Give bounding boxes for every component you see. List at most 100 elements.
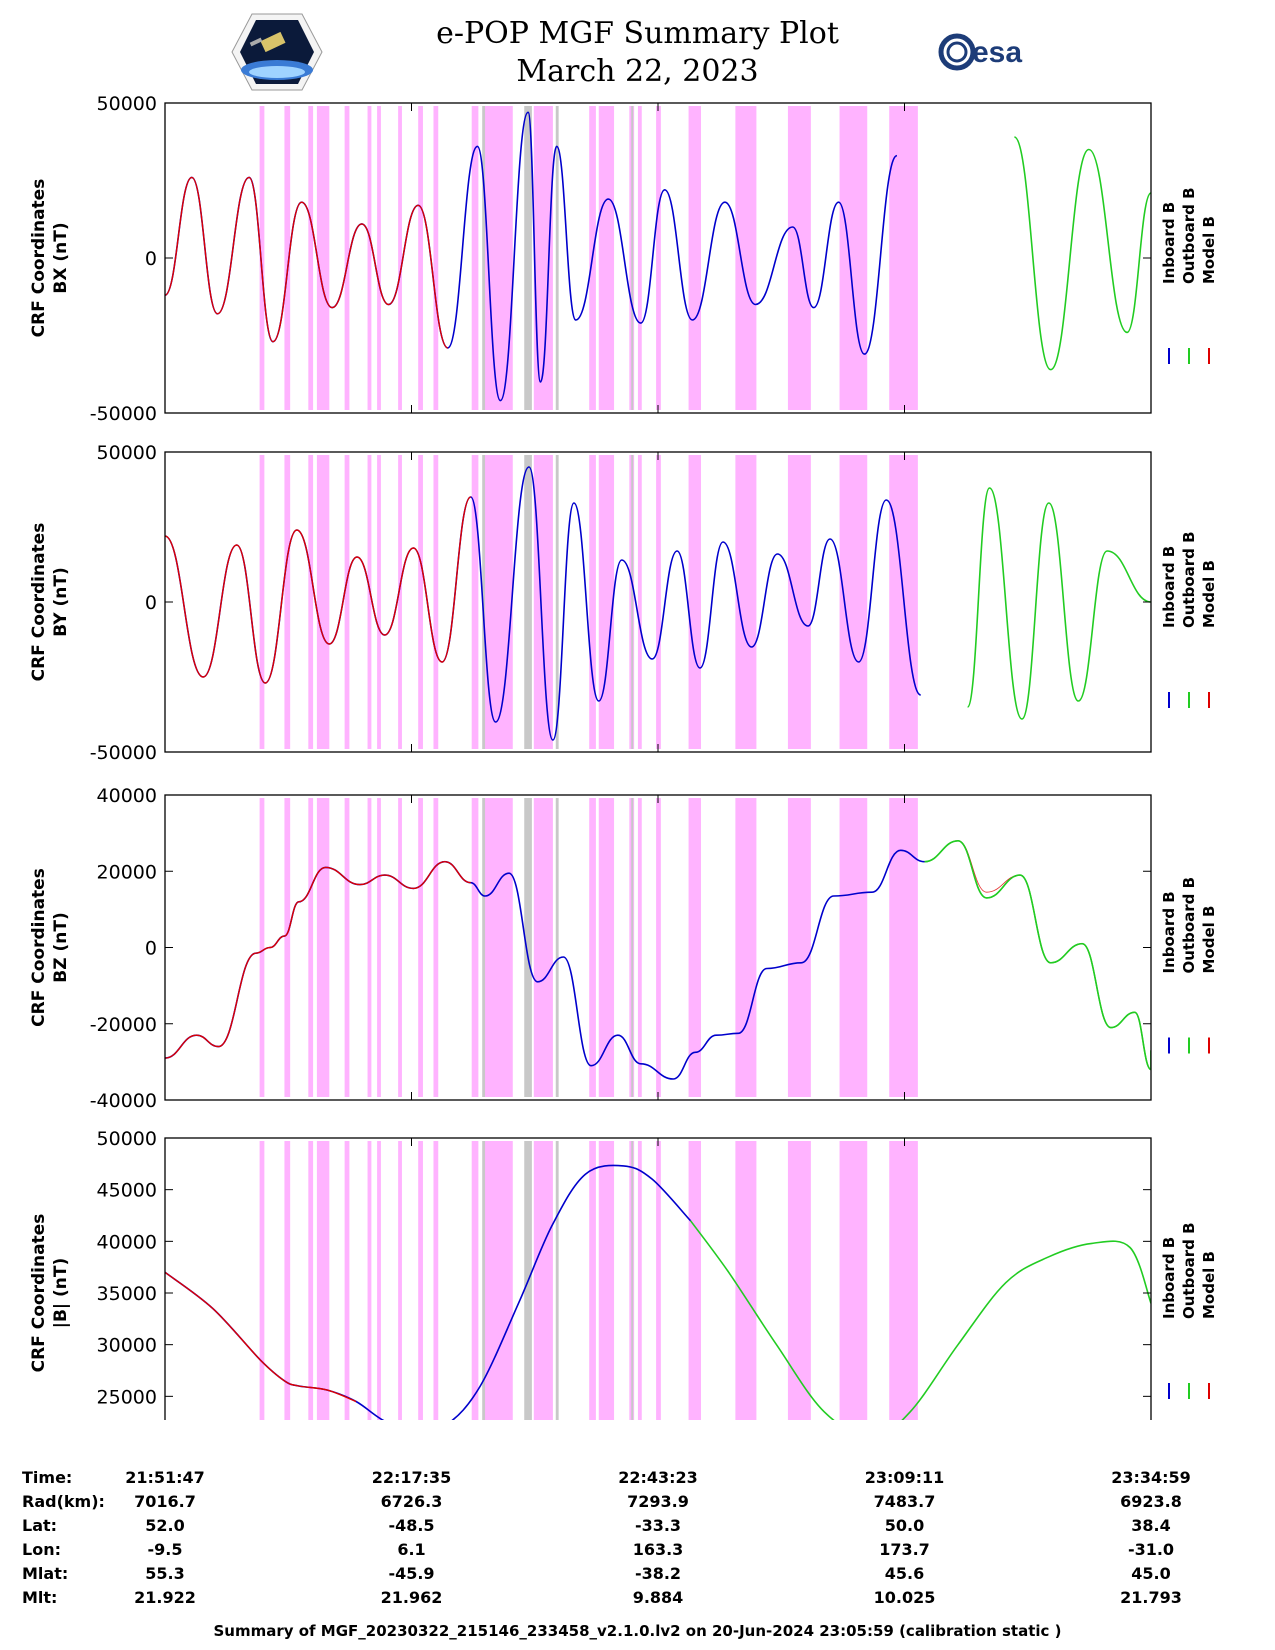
- y-tick-label: 20000: [97, 861, 157, 883]
- shade-interval: [735, 1141, 757, 1420]
- shade-interval: [259, 106, 265, 410]
- legend-outboard: Outboard B: [1180, 877, 1198, 974]
- series-group: [165, 111, 1151, 402]
- ephemeris-value: 38.4: [1131, 1516, 1171, 1535]
- shade-interval: [637, 1141, 642, 1420]
- chart-panel-1: 50000 0 -50000 CRF Coordinates BX (nT) Inboar…: [29, 93, 1218, 425]
- ephemeris-value: 21.922: [134, 1588, 196, 1607]
- legend-inboard: Inboard B: [1160, 891, 1178, 973]
- gray-interval: [524, 455, 532, 749]
- footer-summary: Summary of MGF_20230322_215146_233458_v2…: [213, 1622, 1062, 1640]
- shade-interval: [377, 1141, 381, 1420]
- gray-interval: [631, 106, 634, 410]
- series-model-line: [165, 496, 472, 684]
- y-tick-label: 0: [145, 592, 157, 614]
- shade-interval: [637, 798, 642, 1097]
- shade-interval: [316, 455, 330, 749]
- shade-interval: [735, 106, 757, 410]
- y-tick-label: 0: [145, 938, 157, 960]
- ephemeris-value: -45.9: [388, 1564, 435, 1583]
- gray-interval: [555, 798, 559, 1097]
- ephemeris-value: -33.3: [634, 1516, 682, 1535]
- shade-interval: [637, 106, 642, 410]
- shade-interval: [367, 455, 372, 749]
- y-tick-label: -20000: [90, 1014, 157, 1036]
- ephemeris-value: 22:17:35: [371, 1468, 452, 1487]
- shade-interval: [735, 455, 757, 749]
- shade-interval: [433, 1141, 439, 1420]
- shade-interval: [377, 106, 381, 410]
- shade-interval: [471, 798, 479, 1097]
- chart-panel-3: 40000 20000 0 -20000 -40000 CRF Coordinates BZ…: [29, 785, 1218, 1112]
- shade-interval: [367, 798, 372, 1097]
- shade-interval: [589, 455, 596, 749]
- shade-interval: [344, 106, 350, 410]
- gray-interval: [482, 798, 486, 1097]
- ephemeris-value: 173.7: [879, 1540, 930, 1559]
- ephemeris-label: Mlat:: [22, 1564, 69, 1583]
- ephemeris-value: -38.2: [634, 1564, 682, 1583]
- shade-interval: [533, 1141, 553, 1420]
- y-tick-label: 40000: [97, 1231, 157, 1253]
- ephemeris-value: 7293.9: [627, 1492, 689, 1511]
- shade-interval: [308, 798, 314, 1097]
- ephemeris-value: 7016.7: [134, 1492, 196, 1511]
- shade-interval: [598, 106, 615, 410]
- legend-model: Model B: [1200, 1251, 1218, 1319]
- shade-interval: [735, 798, 757, 1097]
- shade-interval: [839, 106, 868, 410]
- shade-interval: [284, 798, 291, 1097]
- plot-date: March 22, 2023: [516, 54, 759, 89]
- shade-interval: [533, 106, 553, 410]
- shade-interval: [533, 798, 553, 1097]
- series-model-line: [165, 860, 471, 1059]
- shade-interval: [688, 455, 701, 749]
- ephemeris-label: Rad(km):: [22, 1492, 105, 1511]
- ephemeris-value: 6.1: [397, 1540, 426, 1559]
- shade-interval: [308, 1141, 314, 1420]
- y-tick-label: 50000: [97, 442, 157, 464]
- ephemeris-value: 22:43:23: [618, 1468, 698, 1487]
- shade-interval: [344, 1141, 350, 1420]
- shade-interval: [377, 798, 381, 1097]
- chart-panel-2: 50000 0 -50000 CRF Coordinates BY (nT) Inboar…: [29, 442, 1218, 764]
- ephemeris-value: 6923.8: [1120, 1492, 1182, 1511]
- legend-inboard: Inboard B: [1160, 546, 1178, 628]
- shade-interval: [398, 798, 402, 1097]
- shade-interval: [688, 798, 701, 1097]
- shade-interval: [344, 798, 350, 1097]
- shade-interval: [398, 106, 402, 410]
- shade-interval: [471, 1141, 479, 1420]
- shade-interval: [259, 1141, 265, 1420]
- ephemeris-value: 163.3: [632, 1540, 684, 1559]
- y-tick-label: -40000: [90, 1090, 157, 1112]
- shade-interval: [839, 1141, 868, 1420]
- esa-logo-text: esa: [972, 36, 1022, 69]
- shade-interval: [484, 798, 513, 1097]
- y-axis-label: CRF Coordinates: [29, 523, 49, 682]
- legend-model: Model B: [1200, 216, 1218, 284]
- ephemeris-label: Time:: [22, 1468, 73, 1487]
- legend-inboard: Inboard B: [1160, 202, 1178, 284]
- y-axis-label: CRF Coordinates: [29, 1214, 49, 1373]
- ephemeris-value: 52.0: [145, 1516, 185, 1535]
- shade-interval: [418, 455, 423, 749]
- y-tick-label: -50000: [90, 742, 157, 764]
- shade-interval: [259, 455, 265, 749]
- y-axis-label: BX (nT): [51, 222, 71, 293]
- legend-model: Model B: [1200, 906, 1218, 974]
- series-group: [165, 1164, 1151, 1420]
- shade-interval: [656, 1141, 661, 1420]
- legend-inboard: Inboard B: [1160, 1237, 1178, 1319]
- shade-interval: [316, 106, 330, 410]
- shade-interval: [637, 455, 642, 749]
- shade-interval: [471, 106, 479, 410]
- ephemeris-value: -48.5: [388, 1516, 435, 1535]
- shade-interval: [889, 1141, 918, 1420]
- shade-interval: [889, 798, 918, 1097]
- ephemeris-value: 50.0: [884, 1516, 925, 1535]
- shade-interval: [656, 455, 661, 749]
- y-axis-label: BY (nT): [51, 567, 71, 637]
- shade-interval: [316, 798, 330, 1097]
- gray-interval: [555, 455, 559, 749]
